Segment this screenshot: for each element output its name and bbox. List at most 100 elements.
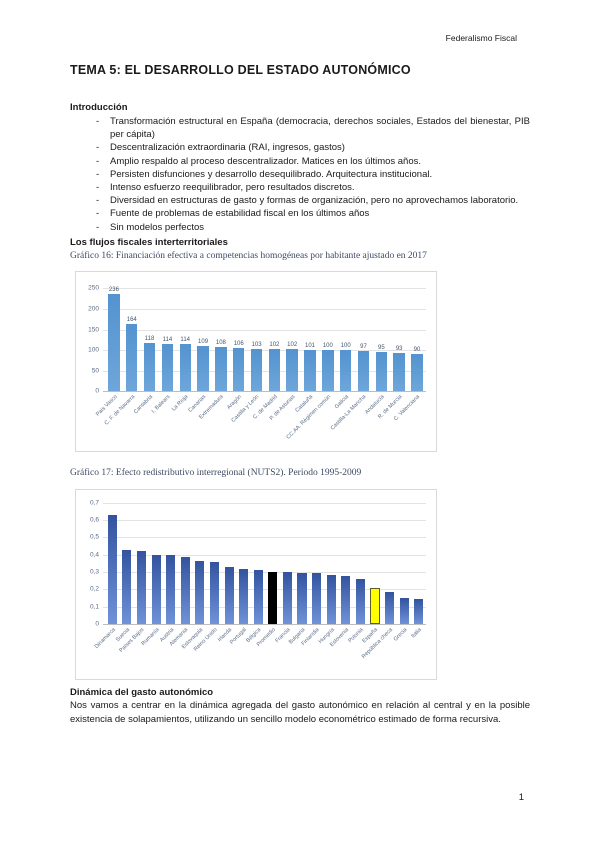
bar-column: Reino Unido xyxy=(193,503,222,652)
chart-grafico-16: 250 200 150 100 50 0 236 País Vasco 164 C. F. de … xyxy=(75,271,437,453)
chart1-caption: Gráfico 16: Financiación efectiva a comp… xyxy=(70,250,427,261)
intro-heading: Introducción xyxy=(70,102,128,113)
bar-column: 102 P. de Asturias xyxy=(269,288,301,422)
bullet-item: - Transformación estructural en España (d… xyxy=(70,115,530,141)
bar-column: 114 La Rioja xyxy=(171,288,194,413)
x-axis-label: Grecia xyxy=(392,626,409,643)
bar-column: Alemania xyxy=(169,503,193,647)
gridline xyxy=(103,589,426,591)
bar-column: 93 R. de Murcia xyxy=(377,288,408,421)
bar xyxy=(355,578,365,624)
chart-grafico-17: 0,7 0,6 0,5 0,4 0,3 0,2 0,1 0 Dinamarca Suecia Paí… xyxy=(75,488,437,680)
bullet-dash-icon: - xyxy=(96,142,100,154)
bar-column: 97 Castilla-La Mancha xyxy=(330,288,373,432)
bar-column: Austria xyxy=(159,503,178,643)
bar xyxy=(312,572,322,624)
bar-value-label: 114 xyxy=(162,337,173,344)
bar-column: Suecia xyxy=(115,503,135,643)
bar-column: 102 C. de Madrid xyxy=(252,288,283,421)
bar: 100 xyxy=(322,343,334,392)
bullet-text: Descentralización extraordinaria (RAI, i… xyxy=(110,142,345,154)
bullet-dash-icon: - xyxy=(96,195,100,207)
bullet-text: Intenso esfuerzo reequilibrador, pero re… xyxy=(110,182,355,194)
y-axis-tick: 0,6 xyxy=(89,516,99,524)
bar-column: 164 C. F. de Navarra xyxy=(103,288,141,427)
bar-value-label: 103 xyxy=(251,341,262,348)
gridline xyxy=(103,554,426,556)
bar-column: Eslovenia xyxy=(329,503,354,648)
bar: 106 xyxy=(233,341,245,392)
bar-value-label: 102 xyxy=(269,342,280,349)
y-axis-tick: 0 xyxy=(95,620,99,628)
bar-column: Polonia xyxy=(347,503,368,644)
page-number: 1 xyxy=(518,792,524,803)
bar: 103 xyxy=(250,342,263,392)
y-axis-tick: 0,3 xyxy=(89,568,99,576)
y-axis-tick: 150 xyxy=(88,326,99,334)
chart1-plot-area: 250 200 150 100 50 0 236 País Vasco 164 C. F. de … xyxy=(88,285,426,441)
bar xyxy=(180,557,190,624)
bar-column: Rumanía xyxy=(140,503,164,647)
bullet-item: - Diversidad en estructuras de gasto y fo… xyxy=(70,194,530,207)
gridline xyxy=(103,288,426,290)
bar-column: 108 Extremadura xyxy=(199,288,230,421)
dynamics-paragraph: Nos vamos a centrar en la dinámica agreg… xyxy=(70,699,530,726)
bullet-dash-icon: - xyxy=(96,208,100,220)
bar-column: España xyxy=(362,503,383,644)
bar-column: Países Bajos xyxy=(119,503,149,654)
y-axis-tick: 0,7 xyxy=(89,499,99,507)
x-axis-label: Dinamarca xyxy=(93,626,117,650)
dynamics-heading: Dinámica del gasto autonómico xyxy=(70,686,214,698)
y-axis-tick: 0,5 xyxy=(89,533,99,541)
gridline xyxy=(103,391,426,393)
bar xyxy=(414,598,424,624)
bar-value-label: 90 xyxy=(413,347,421,354)
bar-value-label: 106 xyxy=(233,340,244,347)
bar-column: 100 Galicia xyxy=(334,288,355,410)
page-content: TEMA 5: EL DESARROLLO DEL ESTADO AUTONÓM… xyxy=(70,63,530,727)
bar-column: 118 Cantabria xyxy=(133,288,159,415)
bar-column: Grecia xyxy=(393,503,412,643)
gridline xyxy=(103,370,426,372)
bar-column: 101 Cataluña xyxy=(294,288,319,414)
bullet-item: - Intenso esfuerzo reequilibrador, pero r… xyxy=(70,181,530,194)
bar-value-label: 101 xyxy=(305,342,316,349)
x-axis-label: La Rioja xyxy=(170,394,190,413)
bar xyxy=(122,549,132,624)
bar-column: Irlanda xyxy=(217,503,237,643)
bullet-text: Transformación estructural en España (de… xyxy=(110,116,530,141)
bar-column: 106 Aragón xyxy=(226,288,248,411)
bar: 101 xyxy=(304,343,316,392)
bullet-item: - Persisten disfunciones y desarrollo des… xyxy=(70,168,530,181)
bar: 97 xyxy=(357,344,370,392)
document-header: Federalismo Fiscal xyxy=(445,33,517,43)
bullet-dash-icon: - xyxy=(96,168,100,180)
bar-value-label: 114 xyxy=(180,337,191,344)
bar: 109 xyxy=(197,339,209,392)
bar xyxy=(239,568,249,624)
bullet-dash-icon: - xyxy=(96,155,100,167)
bar: 114 xyxy=(179,337,191,392)
gridline xyxy=(103,520,426,522)
bar-column: Bélgica xyxy=(245,503,266,644)
bullet-dash-icon: - xyxy=(96,116,100,127)
bullet-text: Sin modelos perfectos xyxy=(110,221,204,233)
y-axis-tick: 250 xyxy=(88,284,99,292)
bar: 114 xyxy=(161,337,174,392)
bullet-dash-icon: - xyxy=(96,182,100,194)
bar xyxy=(224,566,234,624)
bar-column: Italia xyxy=(411,503,426,639)
bar-column: Hungría xyxy=(317,503,339,645)
bullet-item: - Sin modelos perfectos xyxy=(70,221,530,234)
bar xyxy=(326,574,336,624)
bar: 236 xyxy=(108,287,120,392)
bullet-item: - Amplio respaldo al proceso descentraliz… xyxy=(70,155,530,168)
chart2-plot-area: 0,7 0,6 0,5 0,4 0,3 0,2 0,1 0 Dinamarca Suecia Paí… xyxy=(90,499,426,660)
y-axis-tick: 0,1 xyxy=(89,603,99,611)
bar-highlight-Promedio xyxy=(268,571,278,624)
bullet-text: Diversidad en estructuras de gasto y for… xyxy=(110,195,519,207)
bar: 108 xyxy=(215,340,227,392)
bar: 102 xyxy=(268,342,281,392)
bar-value-label: 93 xyxy=(395,346,403,353)
gridline xyxy=(103,606,426,608)
